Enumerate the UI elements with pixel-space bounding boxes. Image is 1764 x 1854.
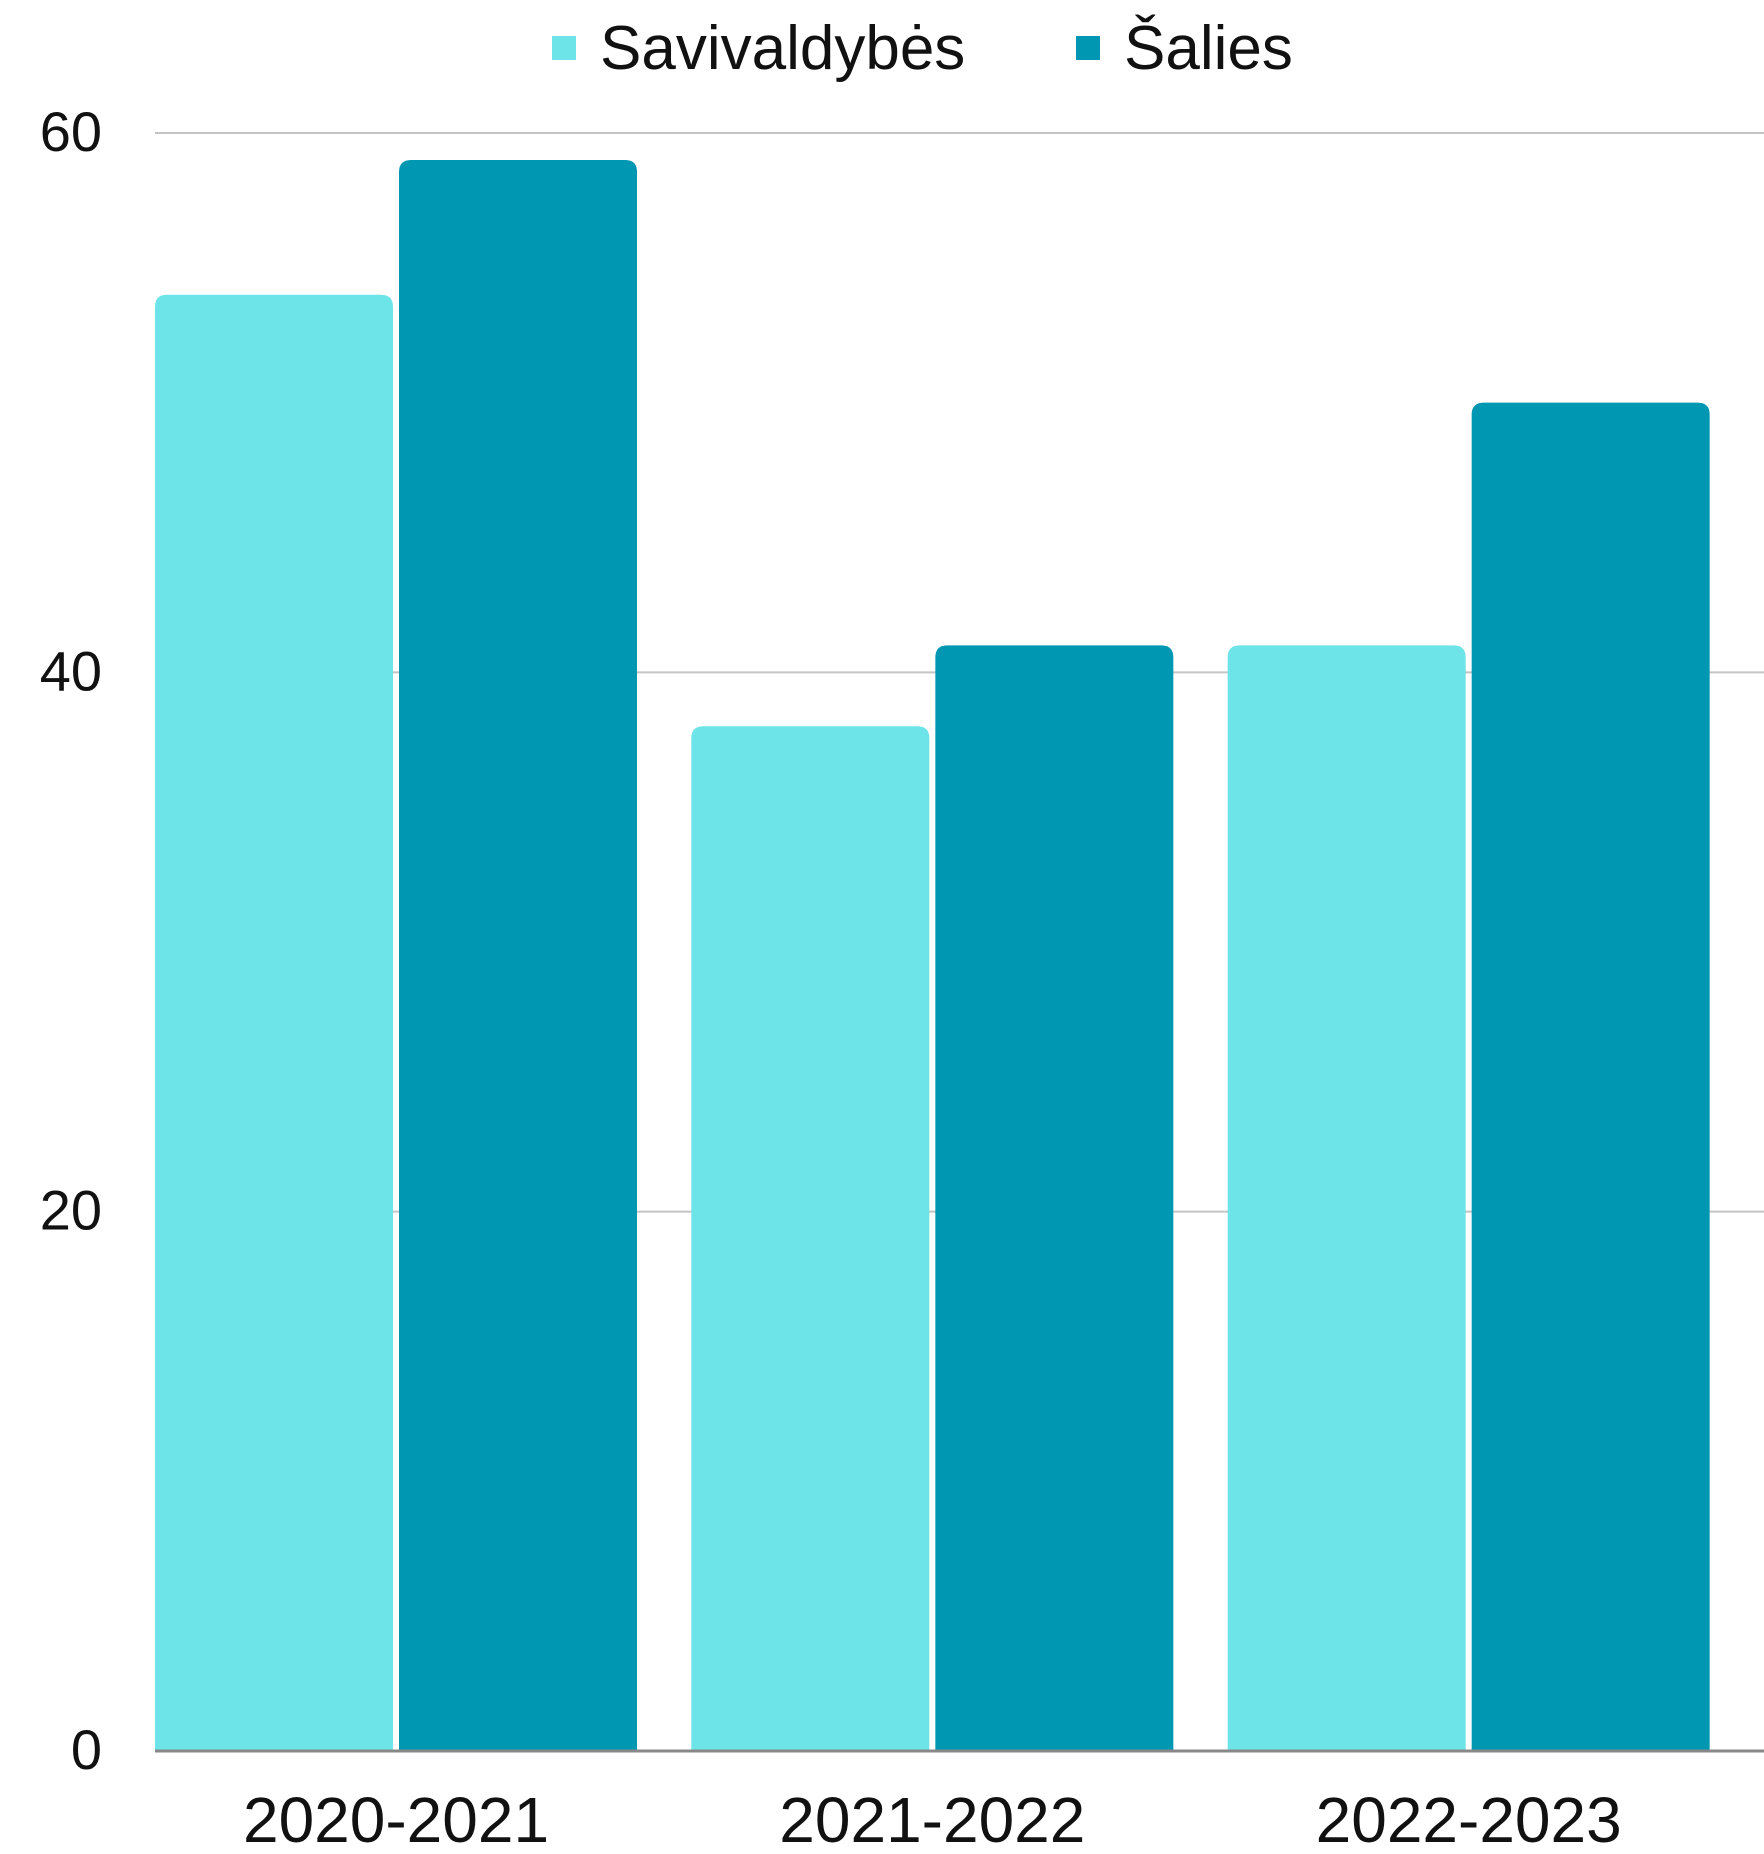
x-tick-label: 2021-2022 xyxy=(779,1784,1085,1854)
legend-swatch xyxy=(552,36,576,60)
y-tick-label: 0 xyxy=(71,1718,102,1781)
y-tick-label: 60 xyxy=(40,100,102,163)
axes: 0 20 40 60 2020-2021 2021-2022 2022-2023 xyxy=(40,100,1764,1854)
legend-label: Šalies xyxy=(1124,14,1293,83)
bar-savivaldybes-2021-2022 xyxy=(691,726,930,1752)
x-tick-label: 2020-2021 xyxy=(243,1784,549,1854)
x-tick-label: 2022-2023 xyxy=(1316,1784,1622,1854)
bar-savivaldybes-2020-2021 xyxy=(155,294,393,1751)
legend-label: Savivaldybės xyxy=(600,14,965,83)
y-tick-label: 40 xyxy=(40,639,102,702)
bar-salies-2022-2023 xyxy=(1471,402,1710,1752)
bar-salies-2020-2021 xyxy=(399,159,637,1751)
legend-swatch xyxy=(1076,36,1100,60)
legend: Savivaldybės Šalies xyxy=(552,14,1293,83)
bars xyxy=(155,159,1710,1752)
y-tick-label: 20 xyxy=(40,1179,102,1242)
bar-salies-2021-2022 xyxy=(935,645,1174,1751)
bar-savivaldybes-2022-2023 xyxy=(1227,645,1466,1751)
